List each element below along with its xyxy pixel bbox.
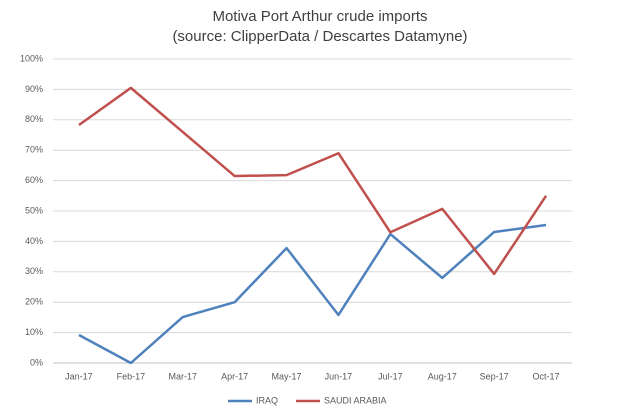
legend-label: SAUDI ARABIA <box>324 395 387 405</box>
y-tick-label: 60% <box>25 175 43 185</box>
y-tick-label: 90% <box>25 84 43 94</box>
x-tick-label: Oct-17 <box>533 371 560 381</box>
x-tick-label: Aug-17 <box>428 371 457 381</box>
series-line <box>78 86 548 276</box>
y-tick-label: 40% <box>25 236 43 246</box>
y-tick-label: 0% <box>30 357 43 367</box>
x-tick-label: Apr-17 <box>221 371 248 381</box>
y-tick-label: 70% <box>25 145 43 155</box>
y-tick-label: 20% <box>25 297 43 307</box>
x-tick-label: Jun-17 <box>325 371 353 381</box>
legend-label: IRAQ <box>256 395 278 405</box>
x-tick-label: Mar-17 <box>168 371 197 381</box>
x-tick-label: Jul-17 <box>378 371 403 381</box>
y-tick-label: 30% <box>25 266 43 276</box>
x-tick-label: Feb-17 <box>117 371 146 381</box>
x-tick-label: Sep-17 <box>480 371 509 381</box>
series-line <box>78 223 547 365</box>
x-tick-label: Jan-17 <box>65 371 93 381</box>
chart-title: Motiva Port Arthur crude imports <box>212 8 427 25</box>
y-tick-label: 80% <box>25 114 43 124</box>
chart-subtitle: (source: ClipperData / Descartes Datamyn… <box>172 28 467 45</box>
y-tick-label: 100% <box>20 53 43 63</box>
y-tick-label: 50% <box>25 205 43 215</box>
x-tick-label: May-17 <box>272 371 302 381</box>
y-tick-label: 10% <box>25 327 43 337</box>
